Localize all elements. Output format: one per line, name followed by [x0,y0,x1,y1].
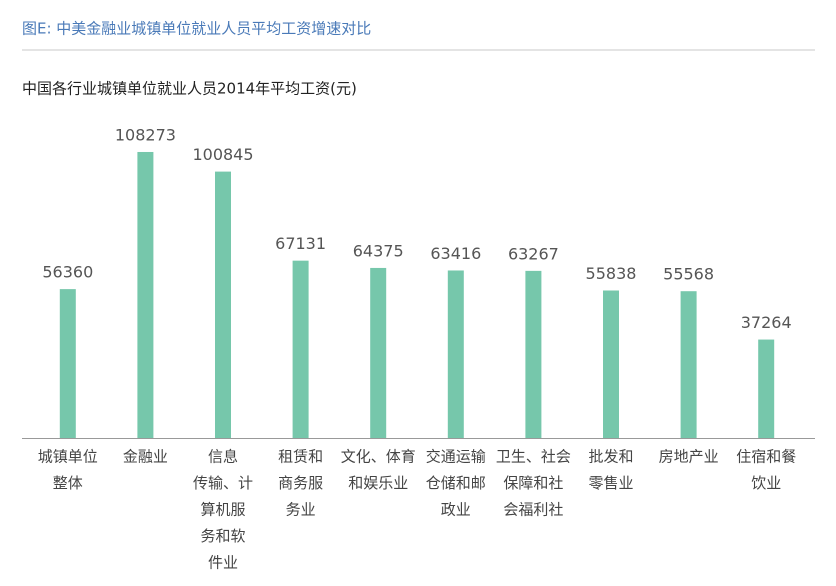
x-tick-label: 零售业 [588,474,633,492]
bar [525,270,542,438]
x-tick-label: 信息 [208,448,238,466]
x-tick-label: 传输、计 [193,474,253,492]
x-tick-label: 算机服 [200,501,245,519]
bar [370,267,387,438]
x-tick-label: 房地产业 [659,448,719,466]
bar [758,339,775,438]
x-tick-label: 饮业 [751,474,781,492]
x-tick-label: 和娱乐业 [348,474,408,492]
value-label: 63416 [430,244,481,263]
x-tick-label: 文化、体育 [341,448,416,466]
bar [603,290,619,438]
x-tick-label: 住宿和餐 [736,448,796,466]
x-tick-label: 交通运输 [426,448,486,466]
x-tick-label: 政业 [441,501,471,519]
value-label: 108273 [115,125,176,144]
value-label: 56360 [42,263,93,282]
x-tick-label: 批发和 [588,448,633,466]
x-tick-label: 金融业 [123,448,168,466]
chart-title: 中国各行业城镇单位就业人员2014年平均工资(元) [22,80,357,98]
x-tick-label: 租赁和 [278,448,323,466]
value-label: 67131 [275,234,326,253]
bar [447,270,464,438]
x-tick-label: 商务服 [278,474,323,492]
bar [680,291,697,438]
x-tick-label: 务和软 [200,527,245,545]
x-tick-label: 仓储和邮 [426,474,486,492]
value-label: 55568 [663,265,714,284]
value-label: 37264 [741,313,792,332]
x-tick-label: 整体 [53,474,83,492]
x-tick-label: 保障和社 [503,474,563,492]
header-title: 图E: 中美金融业城镇单位就业人员平均工资增速对比 [22,20,371,38]
bar [59,289,76,438]
x-tick-label: 会福利社 [503,501,563,519]
bar [292,260,309,438]
value-label: 100845 [192,145,253,164]
bar [137,151,154,438]
bar [215,171,231,438]
x-tick-label: 务业 [286,501,316,519]
value-label: 63267 [508,244,559,263]
value-label: 55838 [586,264,637,283]
x-tick-label: 件业 [208,554,238,572]
x-tick-label: 卫生、社会 [496,448,571,466]
x-tick-label: 城镇单位 [38,448,98,466]
value-label: 64375 [353,241,404,260]
